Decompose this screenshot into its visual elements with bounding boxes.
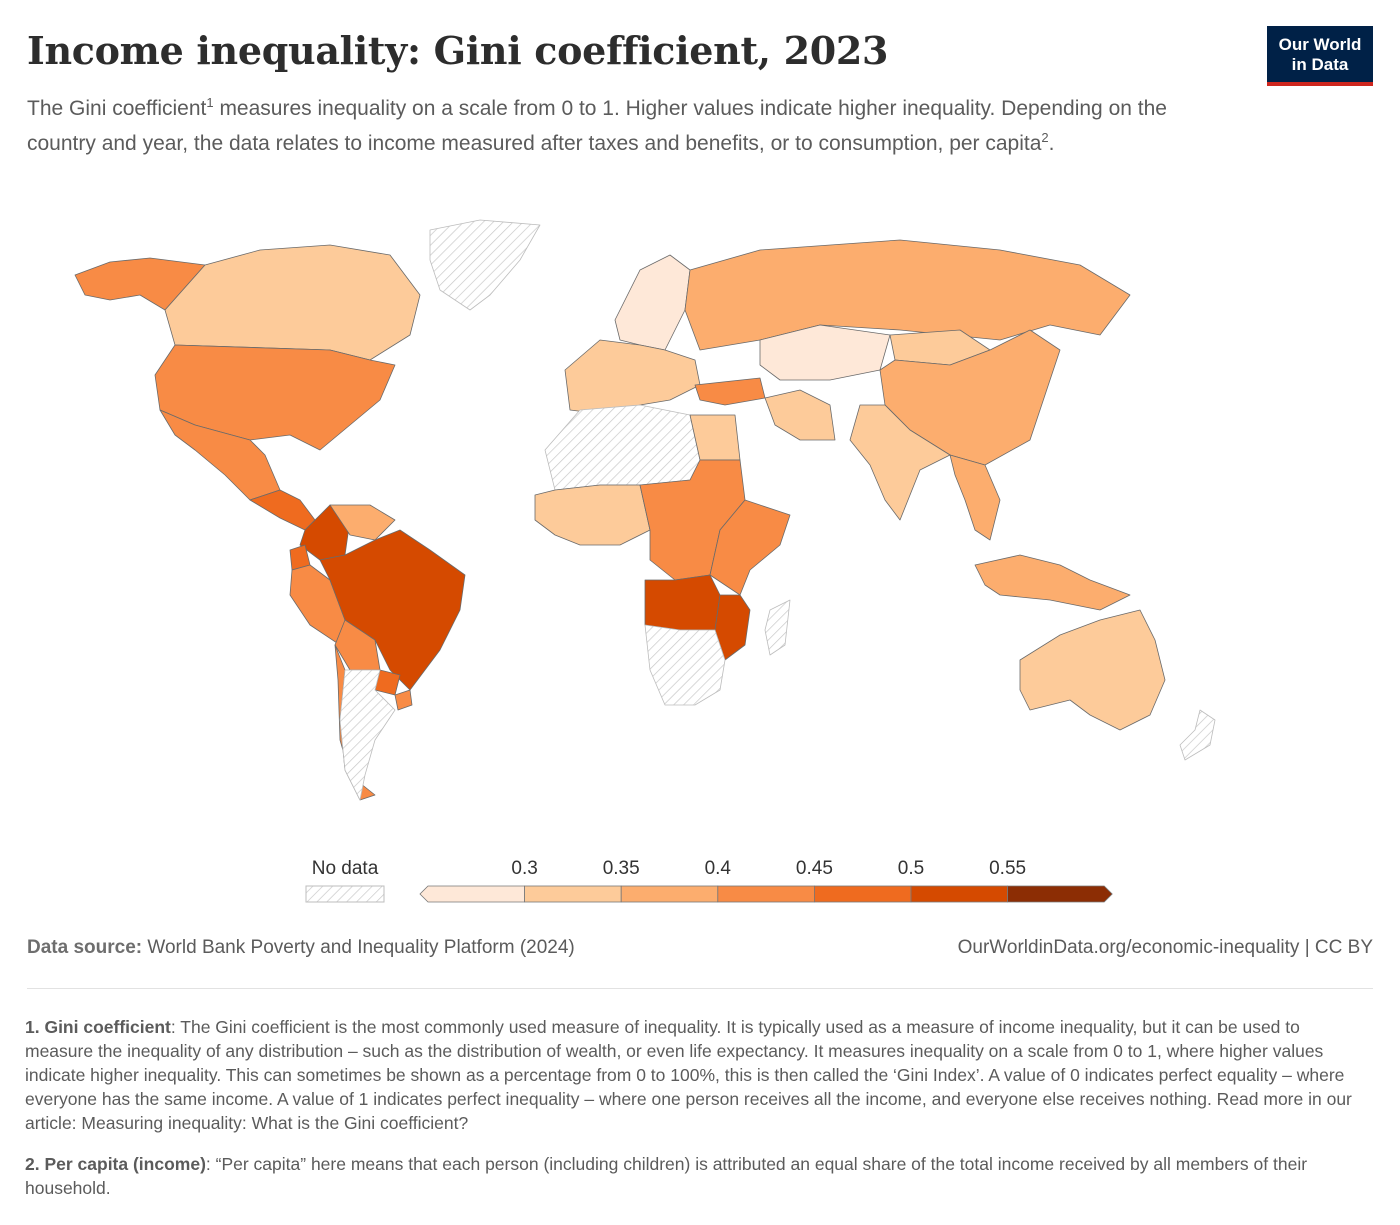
region-northern-europe[interactable]: Northern Europe [614, 254, 691, 351]
region-north-africa[interactable]: North Africa [544, 404, 701, 491]
legend-bin-4[interactable] [814, 885, 912, 903]
region-angola-and-zambia[interactable]: Angola and Zambia [644, 574, 721, 631]
legend-bin-0[interactable] [419, 885, 525, 903]
legend-bin-1[interactable] [524, 885, 622, 903]
legend-tick-label: 0.4 [705, 858, 732, 879]
region-india[interactable]: India [849, 404, 951, 521]
legend-bin-2[interactable] [620, 885, 719, 903]
legend-tick-label: 0.35 [603, 858, 640, 879]
footer: Data source: World Bank Poverty and Ineq… [27, 937, 1373, 963]
region-southeast-asia[interactable]: Southeast Asia [949, 454, 1001, 541]
region-uruguay[interactable]: Uruguay [394, 689, 413, 711]
region-canada[interactable]: Canada [164, 244, 421, 361]
legend-no-data-swatch [305, 885, 385, 903]
region-west-africa[interactable]: West Africa [534, 484, 651, 546]
page-subtitle: The Gini coefficient1 measures inequalit… [27, 95, 1167, 155]
region-venezuela[interactable]: Venezuela [329, 504, 396, 541]
region-iran[interactable]: Iran [764, 389, 836, 441]
world-map[interactable]: Alaska (United States)CanadaUnited State… [0, 200, 1400, 820]
region-turkey[interactable]: Turkey [694, 377, 766, 406]
legend-bin-6[interactable] [1007, 885, 1113, 903]
data-source: Data source: World Bank Poverty and Ineq… [27, 937, 575, 958]
legend-tick-label: 0.45 [796, 858, 833, 879]
footnote-2: 2. Per capita (income): “Per capita” her… [25, 1154, 1308, 1198]
region-namibia-and-south-africa[interactable]: Namibia and South Africa [644, 624, 726, 706]
legend-bin-5[interactable] [910, 885, 1008, 903]
legend-tick-label: 0.55 [989, 858, 1026, 879]
region-greenland[interactable]: Greenland [429, 219, 541, 311]
region-brazil[interactable]: Brazil [319, 529, 466, 691]
region-kazakhstan[interactable]: Kazakhstan [759, 324, 891, 381]
region-indonesia[interactable]: Indonesia [974, 554, 1131, 611]
legend-tick-label: 0.5 [898, 858, 924, 879]
region-madagascar[interactable]: Madagascar [764, 599, 791, 656]
region-argentina[interactable]: Argentina [339, 669, 396, 801]
map-legend: No data 0.3 0.35 0.4 0.45 0.5 0.55 [0, 852, 1400, 912]
footer-divider [27, 988, 1373, 989]
footnote-1: 1. Gini coefficient: The Gini coefficien… [25, 1017, 1352, 1133]
legend-tick-label: 0.3 [511, 858, 537, 879]
region-russia[interactable]: Russia [684, 239, 1131, 351]
source-url-link[interactable]: OurWorldinData.org/economic-inequality |… [957, 937, 1373, 958]
region-australia[interactable]: Australia [1019, 609, 1166, 731]
legend-bin-3[interactable] [717, 885, 815, 903]
legend-no-data-label: No data [312, 858, 379, 879]
footnote-ref-2[interactable]: 2 [1041, 130, 1049, 145]
owid-logo[interactable]: Our World in Data [1267, 26, 1373, 86]
region-new-zealand[interactable]: New Zealand [1179, 709, 1216, 761]
footnote-ref-1[interactable]: 1 [206, 95, 214, 110]
page-title: Income inequality: Gini coefficient, 202… [27, 28, 889, 73]
region-east-africa[interactable]: East Africa [709, 499, 791, 596]
region-western-europe[interactable]: Western Europe [564, 339, 701, 416]
